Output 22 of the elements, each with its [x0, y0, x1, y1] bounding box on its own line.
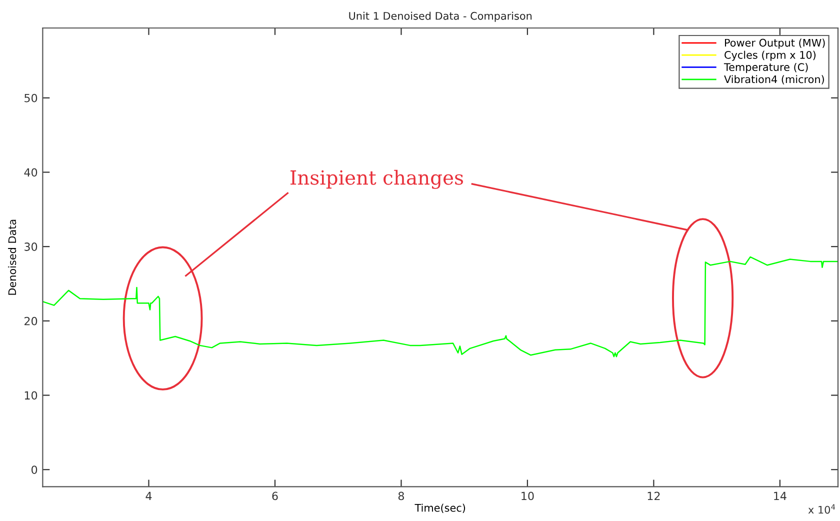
chart-title: Unit 1 Denoised Data - Comparison	[349, 12, 532, 22]
legend-label: Temperature (C)	[724, 62, 808, 74]
x-tick-label: 6	[272, 492, 278, 500]
x-tick-label: 12	[648, 492, 660, 500]
y-tick-label: 0	[32, 466, 38, 474]
legend-label: Vibration4 (micron)	[724, 75, 824, 84]
y-tick-label: 20	[24, 316, 38, 326]
text: x 10$^{4}$	[808, 504, 836, 514]
line-series	[42, 256, 838, 358]
annotation: Insipient changes	[290, 170, 464, 189]
y-axis-title: Denoised Data	[8, 220, 16, 295]
x-tick-label: 8	[398, 492, 404, 500]
legend-label: Cycles (rpm x 10)	[724, 50, 816, 61]
y-tick-label: 40	[24, 168, 38, 177]
x-axis-title: Time(sec)	[414, 504, 466, 513]
y-tick-label: 30	[24, 242, 38, 251]
y-tick-label: 50	[24, 94, 38, 102]
y-tick-label: 10	[24, 391, 38, 400]
legend-label: Power Output (MW)	[725, 38, 825, 49]
x-tick-label: 4	[146, 492, 152, 500]
x-tick-label: 14	[774, 492, 786, 500]
x-tick-label: 10	[522, 492, 534, 500]
